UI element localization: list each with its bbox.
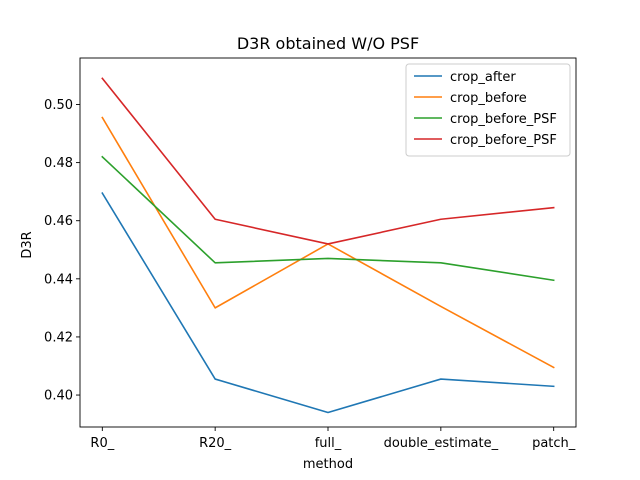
y-tick-label: 0.50 xyxy=(44,98,73,113)
series-line-4 xyxy=(101,77,555,245)
y-tick-label: 0.48 xyxy=(44,156,73,171)
y-axis-title: D3R xyxy=(20,231,35,258)
x-tick-label: R20_ xyxy=(199,436,232,451)
y-tick-label: 0.40 xyxy=(44,389,73,404)
y-tick-label: 0.42 xyxy=(44,330,73,345)
chart-title: D3R obtained W/O PSF xyxy=(237,34,419,53)
series-line-1 xyxy=(101,192,555,414)
legend: crop_aftercrop_beforecrop_before_PSFcrop… xyxy=(405,63,571,157)
legend-label-3: crop_before_PSF xyxy=(450,112,557,127)
legend-label-2: crop_before xyxy=(450,91,527,106)
x-tick-label: patch_ xyxy=(532,436,576,451)
x-tick-label: double_estimate_ xyxy=(384,436,499,451)
plot-area: R0_ R20_ full_ double_estimate_ patch_ 0.40 0.… xyxy=(44,57,577,451)
y-tick-label: 0.46 xyxy=(44,214,73,229)
series-line-3 xyxy=(101,155,555,282)
legend-box xyxy=(405,63,571,157)
legend-label-1: crop_after xyxy=(450,70,516,85)
x-tick-label: R0_ xyxy=(90,436,114,451)
y-tick-label: 0.44 xyxy=(44,272,73,287)
legend-label-4: crop_before_PSF xyxy=(450,133,557,148)
x-axis-title: method xyxy=(303,457,353,472)
x-tick-label: full_ xyxy=(315,436,342,451)
